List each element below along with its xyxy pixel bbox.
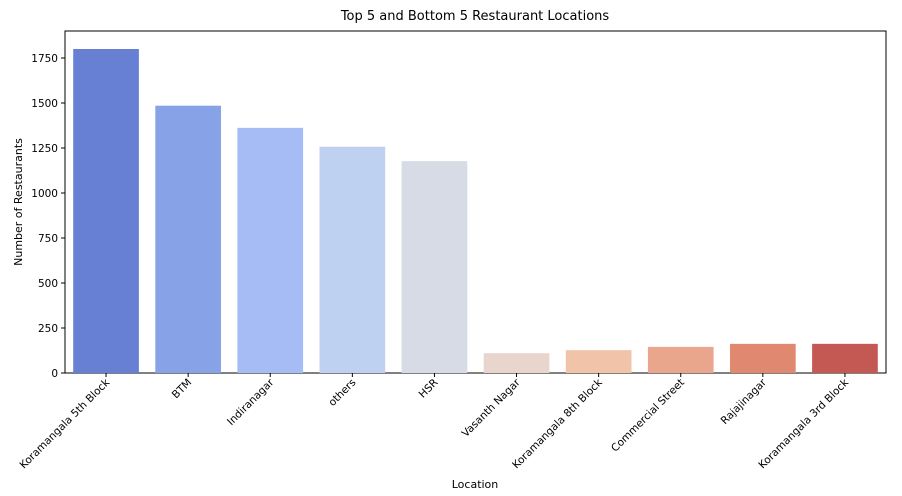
x-tick-label: Vasanth Nagar: [460, 376, 524, 440]
y-tick-label: 1750: [31, 53, 58, 65]
x-tick-label: HSR: [417, 377, 441, 401]
bar: [730, 343, 796, 373]
x-tick-label: Rajajinagar: [719, 376, 770, 427]
x-axis-label: Location: [452, 478, 499, 491]
x-tick-label: others: [326, 377, 358, 409]
x-tick-label: Koramangala 3rd Block: [756, 376, 851, 471]
x-tick-label: BTM: [170, 377, 195, 402]
x-tick-label: Koramangala 8th Block: [510, 376, 605, 471]
x-tick-label: Koramangala 5th Block: [18, 376, 113, 471]
bars-group: [73, 49, 878, 373]
chart-title: Top 5 and Bottom 5 Restaurant Locations: [340, 9, 610, 24]
plot-area: [64, 30, 887, 374]
y-tick-label: 750: [38, 233, 58, 245]
y-tick-label: 500: [38, 278, 58, 290]
y-tick-label: 250: [38, 323, 58, 335]
x-axis: Koramangala 5th Block BTM Indiranagar other…: [18, 373, 852, 471]
bar: [401, 161, 468, 373]
x-tick-label: Commercial Street: [609, 377, 687, 455]
y-tick-label: 1250: [31, 143, 58, 155]
x-tick-label: Indiranagar: [225, 376, 277, 428]
y-axis: 0 250 500 750 1000 1250 1500 1750: [31, 53, 65, 380]
y-tick-label: 1500: [31, 98, 58, 110]
bar: [647, 346, 714, 373]
bar: [237, 127, 304, 373]
bar: [155, 105, 221, 373]
bar: [73, 49, 139, 373]
bar: [319, 146, 386, 373]
y-tick-label: 1000: [31, 188, 58, 200]
y-axis-label: Number of Restaurants: [12, 138, 25, 266]
bar: [812, 343, 878, 373]
bar: [483, 353, 550, 373]
y-tick-label: 0: [51, 368, 58, 380]
bar: [565, 350, 632, 373]
